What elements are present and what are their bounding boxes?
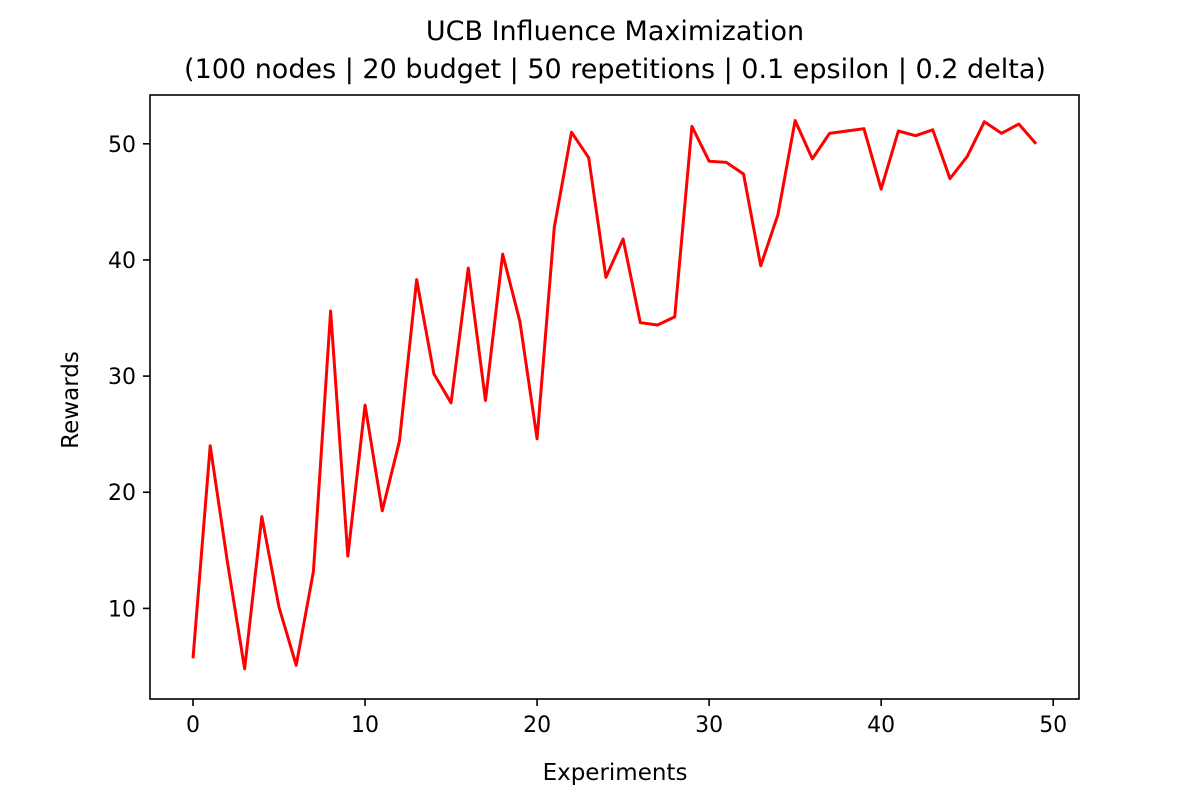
chart-subtitle: (100 nodes | 20 budget | 50 repetitions … <box>184 54 1046 85</box>
axes-frame <box>149 94 1080 700</box>
y-tick-label: 30 <box>108 365 136 390</box>
plot-area <box>191 119 1038 671</box>
chart-title: UCB Influence Maximization <box>426 16 804 47</box>
y-axis-label: Rewards <box>58 351 84 449</box>
y-tick-label: 50 <box>108 133 136 158</box>
y-tick-label: 20 <box>108 481 136 506</box>
x-tick-label: 40 <box>867 713 895 738</box>
tick-marks: 0 10 20 30 40 50 10 20 30 40 50 <box>108 133 1067 738</box>
x-axis-label: Experiments <box>543 760 688 786</box>
x-tick-label: 50 <box>1039 713 1067 738</box>
x-tick-label: 30 <box>695 713 723 738</box>
y-tick-label: 10 <box>108 597 136 622</box>
x-tick-label: 10 <box>351 713 379 738</box>
x-tick-label: 20 <box>523 713 551 738</box>
series-line-0 <box>191 119 1038 671</box>
y-tick-label: 40 <box>108 249 136 274</box>
x-tick-label: 0 <box>186 713 200 738</box>
